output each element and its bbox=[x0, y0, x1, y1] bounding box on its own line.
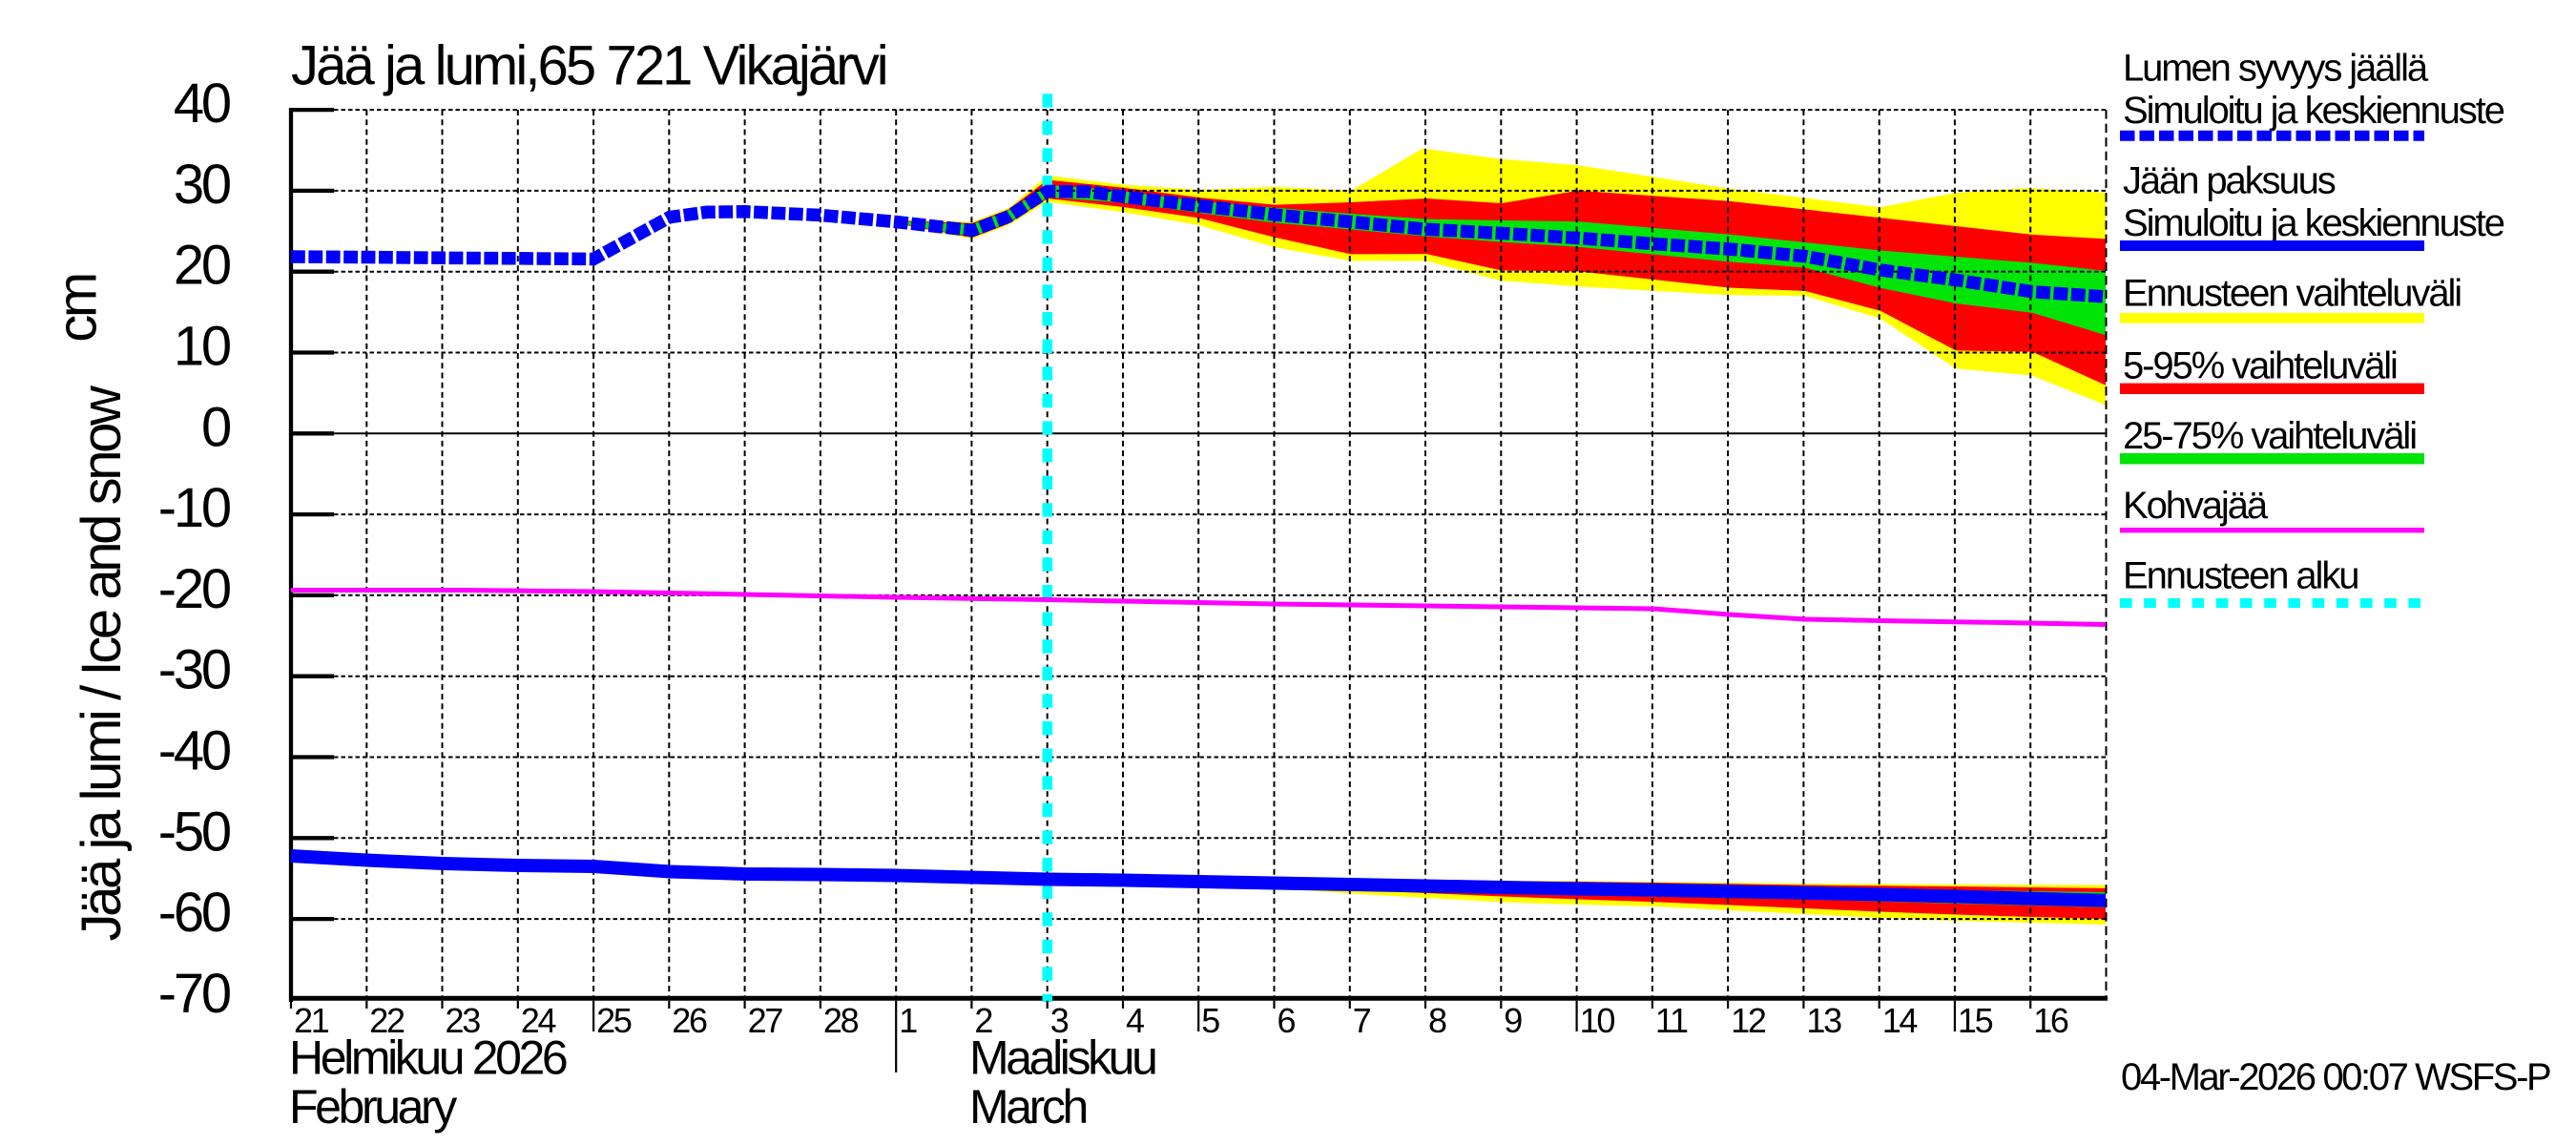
svg-text:20: 20 bbox=[174, 235, 230, 297]
svg-text:-40: -40 bbox=[158, 720, 230, 782]
svg-text:-70: -70 bbox=[158, 963, 230, 1025]
svg-text:16: 16 bbox=[2033, 1001, 2068, 1040]
svg-text:10: 10 bbox=[174, 316, 230, 378]
svg-text:21: 21 bbox=[294, 1001, 329, 1040]
svg-text:14: 14 bbox=[1882, 1001, 1918, 1040]
svg-text:Maaliskuu: Maaliskuu bbox=[969, 1030, 1155, 1084]
svg-text:March: March bbox=[969, 1080, 1087, 1134]
svg-text:26: 26 bbox=[672, 1001, 707, 1040]
svg-text:-60: -60 bbox=[158, 882, 230, 944]
svg-text:Simuloitu ja keskiennuste: Simuloitu ja keskiennuste bbox=[2123, 202, 2504, 244]
svg-text:13: 13 bbox=[1806, 1001, 1841, 1040]
svg-text:1: 1 bbox=[899, 1001, 917, 1040]
svg-text:23: 23 bbox=[446, 1001, 481, 1040]
svg-text:Helmikuu 2026: Helmikuu 2026 bbox=[289, 1030, 567, 1084]
svg-text:7: 7 bbox=[1353, 1001, 1371, 1040]
svg-text:15: 15 bbox=[1958, 1001, 1993, 1040]
svg-text:5-95% vaihteluväli: 5-95% vaihteluväli bbox=[2123, 344, 2397, 386]
svg-text:22: 22 bbox=[369, 1001, 405, 1040]
svg-text:10: 10 bbox=[1580, 1001, 1615, 1040]
svg-text:0: 0 bbox=[201, 396, 230, 458]
svg-text:24: 24 bbox=[521, 1001, 556, 1040]
svg-text:25: 25 bbox=[596, 1001, 632, 1040]
svg-text:Simuloitu ja keskiennuste: Simuloitu ja keskiennuste bbox=[2123, 90, 2504, 132]
svg-text:6: 6 bbox=[1278, 1001, 1296, 1040]
svg-text:3: 3 bbox=[1050, 1001, 1069, 1040]
svg-text:2: 2 bbox=[974, 1001, 992, 1040]
svg-text:Jää ja lumi / Ice and snow: Jää ja lumi / Ice and snow bbox=[71, 385, 133, 941]
svg-text:Kohvajää: Kohvajää bbox=[2123, 485, 2269, 527]
svg-text:February: February bbox=[289, 1080, 457, 1134]
svg-text:Ennusteen alku: Ennusteen alku bbox=[2123, 555, 2358, 597]
svg-text:4: 4 bbox=[1126, 1001, 1144, 1040]
svg-text:04-Mar-2026 00:07 WSFS-P: 04-Mar-2026 00:07 WSFS-P bbox=[2121, 1056, 2550, 1098]
svg-text:27: 27 bbox=[748, 1001, 783, 1040]
svg-text:-20: -20 bbox=[158, 558, 230, 620]
svg-text:Jää ja lumi,65 721 Vikajärvi: Jää ja lumi,65 721 Vikajärvi bbox=[291, 34, 886, 96]
svg-text:30: 30 bbox=[174, 154, 230, 216]
svg-text:12: 12 bbox=[1731, 1001, 1766, 1040]
svg-text:8: 8 bbox=[1428, 1001, 1446, 1040]
svg-text:-10: -10 bbox=[158, 477, 230, 539]
svg-text:cm: cm bbox=[46, 275, 108, 343]
svg-text:-30: -30 bbox=[158, 639, 230, 701]
svg-text:5: 5 bbox=[1201, 1001, 1219, 1040]
svg-text:Jään paksuus: Jään paksuus bbox=[2123, 159, 2336, 201]
svg-text:25-75% vaihteluväli: 25-75% vaihteluväli bbox=[2123, 415, 2416, 457]
svg-text:-50: -50 bbox=[158, 801, 230, 863]
svg-text:Ennusteen vaihteluväli: Ennusteen vaihteluväli bbox=[2123, 272, 2461, 314]
svg-text:Lumen syvyys jäällä: Lumen syvyys jäällä bbox=[2123, 48, 2429, 90]
svg-text:11: 11 bbox=[1655, 1001, 1688, 1040]
svg-text:28: 28 bbox=[823, 1001, 859, 1040]
svg-text:40: 40 bbox=[174, 73, 230, 135]
svg-text:9: 9 bbox=[1504, 1001, 1522, 1040]
